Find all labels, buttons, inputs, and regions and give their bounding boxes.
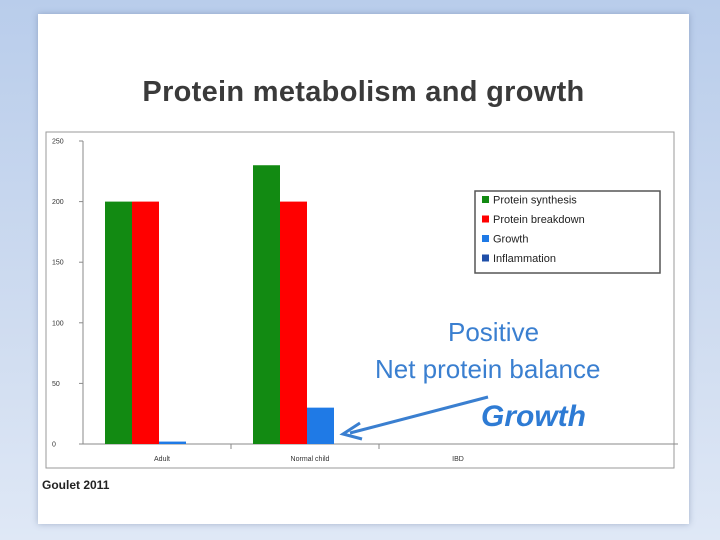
legend-label: Growth xyxy=(493,234,528,246)
arrow-head xyxy=(339,421,363,441)
legend-swatch xyxy=(482,196,489,203)
legend-label: Protein breakdown xyxy=(493,214,585,226)
bar-growth xyxy=(159,441,186,444)
chart: 0 50 100 150 200 250 Adult Normal child IBD Prot… xyxy=(45,131,678,469)
annotation-positive: Positive xyxy=(448,317,539,347)
y-tick-label: 0 xyxy=(52,442,56,449)
x-tick-label: IBD xyxy=(452,456,464,463)
bar-protein-synthesis xyxy=(253,165,280,445)
legend-label: Protein synthesis xyxy=(493,195,577,207)
legend-box xyxy=(474,190,661,274)
source-note: Goulet 2011 xyxy=(42,478,110,492)
y-tick-label: 200 xyxy=(52,199,64,206)
bar-growth xyxy=(307,407,334,444)
y-tick-label: 150 xyxy=(52,260,64,267)
arrow-shaft xyxy=(349,395,489,435)
y-tick-label: 250 xyxy=(52,139,64,146)
annotation-growth: Growth xyxy=(481,400,586,433)
x-tick-label: Adult xyxy=(154,456,170,463)
legend-label: Inflammation xyxy=(493,253,556,265)
bar-protein-breakdown xyxy=(280,201,307,444)
legend-swatch xyxy=(482,254,489,262)
legend-swatch xyxy=(482,215,489,223)
y-tick-label: 50 xyxy=(52,381,60,388)
slide: Protein metabolism and growth 0 50 100 150 2… xyxy=(38,14,689,524)
bar-protein-breakdown xyxy=(132,201,159,444)
y-tick-label: 100 xyxy=(52,320,64,327)
annotation-net-balance: Net protein balance xyxy=(375,354,600,384)
x-tick-label: Normal child xyxy=(291,456,330,463)
bar-protein-synthesis xyxy=(105,201,132,444)
slide-title: Protein metabolism and growth xyxy=(142,76,585,108)
legend-swatch xyxy=(482,235,489,242)
